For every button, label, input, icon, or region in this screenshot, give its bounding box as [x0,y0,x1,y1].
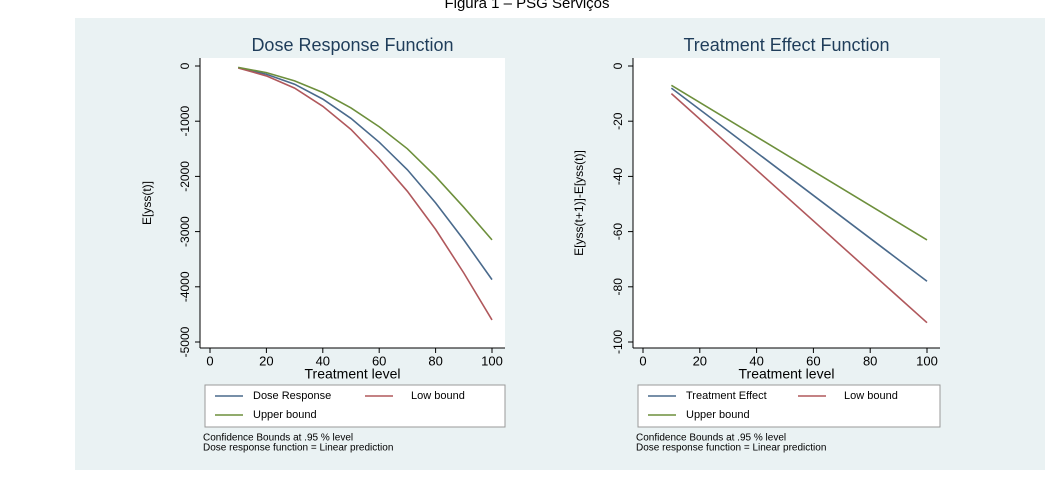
legend-label: Upper bound [686,409,750,421]
x-tick-label: 0 [206,353,213,368]
legend-label: Low bound [844,390,898,402]
note: Dose response function = Linear predicti… [203,443,393,454]
x-tick-label: 40 [749,353,763,368]
legend-box [204,384,506,428]
series-line [237,67,493,321]
x-tick-label: 100 [481,353,503,368]
y-tick-label: -60 [611,223,625,241]
series-line [670,87,928,282]
series-line [670,93,928,324]
plot-region [633,58,940,348]
x-tick-label: 40 [316,353,330,368]
note: Dose response function = Linear predicti… [636,443,826,454]
legend-label: Treatment Effect [686,390,767,402]
y-tick-label: -20 [611,112,625,130]
chart-title: Dose Response Function [251,35,453,55]
x-axis-title: Treatment level [305,366,401,382]
x-tick-label: 60 [372,353,386,368]
series-line [670,84,928,241]
x-tick-label: 80 [428,353,442,368]
x-tick-label: 20 [259,353,273,368]
y-tick-label: -2000 [178,161,192,192]
plot-region [200,58,505,348]
legend-label: Low bound [411,390,465,402]
note: Confidence Bounds at .95 % level [636,433,786,444]
caption: Figura 1 – PSG Serviços [444,0,609,12]
note: Confidence Bounds at .95 % level [203,433,353,444]
y-tick-label: 0 [178,62,192,69]
y-axis-title: E[yss(t)] [140,181,154,225]
x-axis-title: Treatment level [739,366,835,382]
y-tick-label: -40 [611,167,625,185]
series-line [238,66,493,241]
chart-title: Treatment Effect Function [683,35,889,55]
y-tick-label: -100 [611,330,625,354]
x-tick-label: 100 [916,353,938,368]
y-tick-label: 0 [611,62,625,69]
x-tick-label: 0 [639,353,646,368]
x-tick-label: 20 [693,353,707,368]
y-tick-label: -4000 [178,271,192,302]
y-axis-title: E[yss(t+1)]-E[yss(t)] [572,150,586,256]
x-tick-label: 60 [806,353,820,368]
legend-label: Dose Response [253,390,331,402]
legend-label: Upper bound [253,409,317,421]
legend-box [637,384,941,428]
y-tick-label: -5000 [178,326,192,357]
y-tick-label: -3000 [178,216,192,247]
series-line [238,66,493,281]
x-tick-label: 80 [863,353,877,368]
y-tick-label: -80 [611,278,625,296]
y-tick-label: -1000 [178,106,192,137]
